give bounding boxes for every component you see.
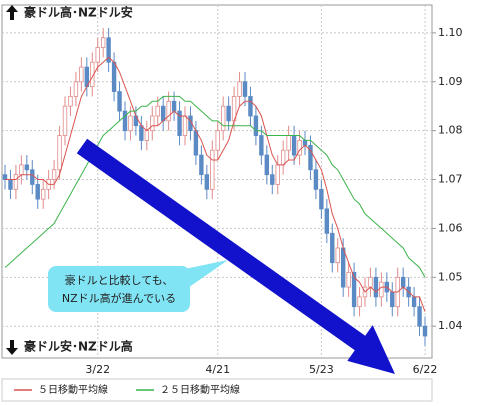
- candle-body: [106, 37, 111, 63]
- candle-body: [259, 135, 264, 156]
- candle-body: [171, 100, 177, 112]
- y-tick-label: 1.08: [438, 124, 463, 137]
- candle-body: [122, 110, 128, 132]
- candle-body: [57, 135, 62, 171]
- candle-body: [302, 140, 308, 146]
- candle-body: [390, 291, 395, 308]
- candle-body: [324, 208, 330, 234]
- candle-body: [199, 154, 204, 176]
- candle-body: [220, 105, 226, 132]
- candle-body: [226, 105, 231, 122]
- y-tick-label: 1.10: [438, 26, 463, 39]
- candle-body: [128, 115, 133, 132]
- candle-body: [19, 164, 24, 176]
- legend: [1, 378, 433, 402]
- candle-body: [330, 232, 335, 264]
- candle-body: [308, 144, 313, 171]
- callout-line: 豪ドルと比較しても、: [65, 273, 174, 287]
- legend-label: ２５日移動平均線: [160, 383, 240, 396]
- candle-body: [242, 81, 248, 97]
- candle-body: [379, 281, 384, 298]
- candle-body: [139, 125, 144, 141]
- candle-body: [411, 296, 417, 308]
- top-label: 豪ドル高･NZドル安: [24, 5, 133, 20]
- candle-body: [422, 325, 428, 337]
- candle-body: [144, 130, 150, 141]
- candle-body: [150, 115, 155, 132]
- x-tick-label: 4/21: [205, 363, 230, 376]
- candle-body: [215, 130, 220, 151]
- x-tick-label: 3/22: [85, 363, 110, 376]
- candle-body: [248, 96, 253, 117]
- candle-body: [68, 96, 73, 107]
- y-tick-label: 1.06: [438, 221, 463, 234]
- candle-body: [400, 276, 406, 288]
- candle-body: [111, 61, 117, 92]
- candle-body: [182, 115, 188, 136]
- candle-body: [204, 174, 210, 190]
- candle-body: [237, 81, 242, 97]
- candle-body: [253, 115, 259, 136]
- candle-body: [100, 37, 106, 48]
- candle-body: [95, 47, 100, 63]
- candle-body: [280, 149, 286, 166]
- candle-body: [286, 135, 291, 151]
- candle-body: [73, 81, 79, 97]
- x-tick-label: 5/23: [309, 363, 334, 376]
- candle-body: [368, 276, 373, 288]
- candle-body: [2, 174, 8, 180]
- candle-body: [40, 188, 46, 200]
- callout-line: NZドル高が進んでいる: [62, 291, 176, 305]
- candle-body: [357, 296, 362, 308]
- candle-body: [193, 130, 199, 156]
- candle-body: [313, 169, 319, 190]
- bottom-label: 豪ドル安･NZドル高: [24, 339, 133, 354]
- candle-body: [24, 164, 30, 171]
- candle-body: [340, 247, 346, 288]
- overlay: 豪ドルと比較しても、 NZドル高が進んでいる 豪ドル高･NZドル安 豪ドル安･N…: [6, 5, 396, 374]
- y-tick-label: 1.07: [438, 173, 463, 186]
- down-arrow-icon: [6, 340, 18, 355]
- candle-body: [160, 105, 166, 122]
- candle-body: [62, 105, 68, 136]
- candle-body: [30, 169, 35, 185]
- callout: [48, 266, 190, 312]
- candle-body: [351, 272, 357, 308]
- up-arrow-icon: [6, 5, 18, 20]
- candle-body: [319, 188, 324, 210]
- candle-body: [117, 91, 122, 112]
- candle-body: [155, 105, 160, 117]
- marks: [2, 27, 428, 346]
- y-tick-label: 1.09: [438, 75, 463, 88]
- y-tick-label: 1.05: [438, 270, 463, 283]
- candle-body: [13, 174, 19, 190]
- candle-body: [264, 154, 270, 176]
- y-tick-label: 1.04: [438, 319, 463, 332]
- candle-body: [335, 247, 340, 264]
- candle-body: [346, 272, 351, 288]
- legend-label: ５日移動平均線: [38, 383, 108, 396]
- candle-body: [275, 164, 280, 185]
- candle-body: [291, 135, 297, 156]
- candle-body: [417, 306, 422, 327]
- moving-average-line: [4, 95, 426, 278]
- candle-body: [210, 149, 215, 190]
- candle-body: [79, 66, 84, 83]
- candle-body: [297, 140, 302, 156]
- x-tick-label: 6/22: [413, 363, 438, 376]
- candle-body: [177, 110, 182, 136]
- trend-arrow: [76, 138, 396, 374]
- candle-body: [270, 174, 275, 185]
- candle-body: [51, 169, 57, 180]
- moving-average-line: [5, 56, 426, 312]
- candle-body: [166, 100, 171, 122]
- candle-body: [8, 179, 13, 190]
- candle-body: [373, 276, 379, 298]
- candle-body: [35, 184, 40, 200]
